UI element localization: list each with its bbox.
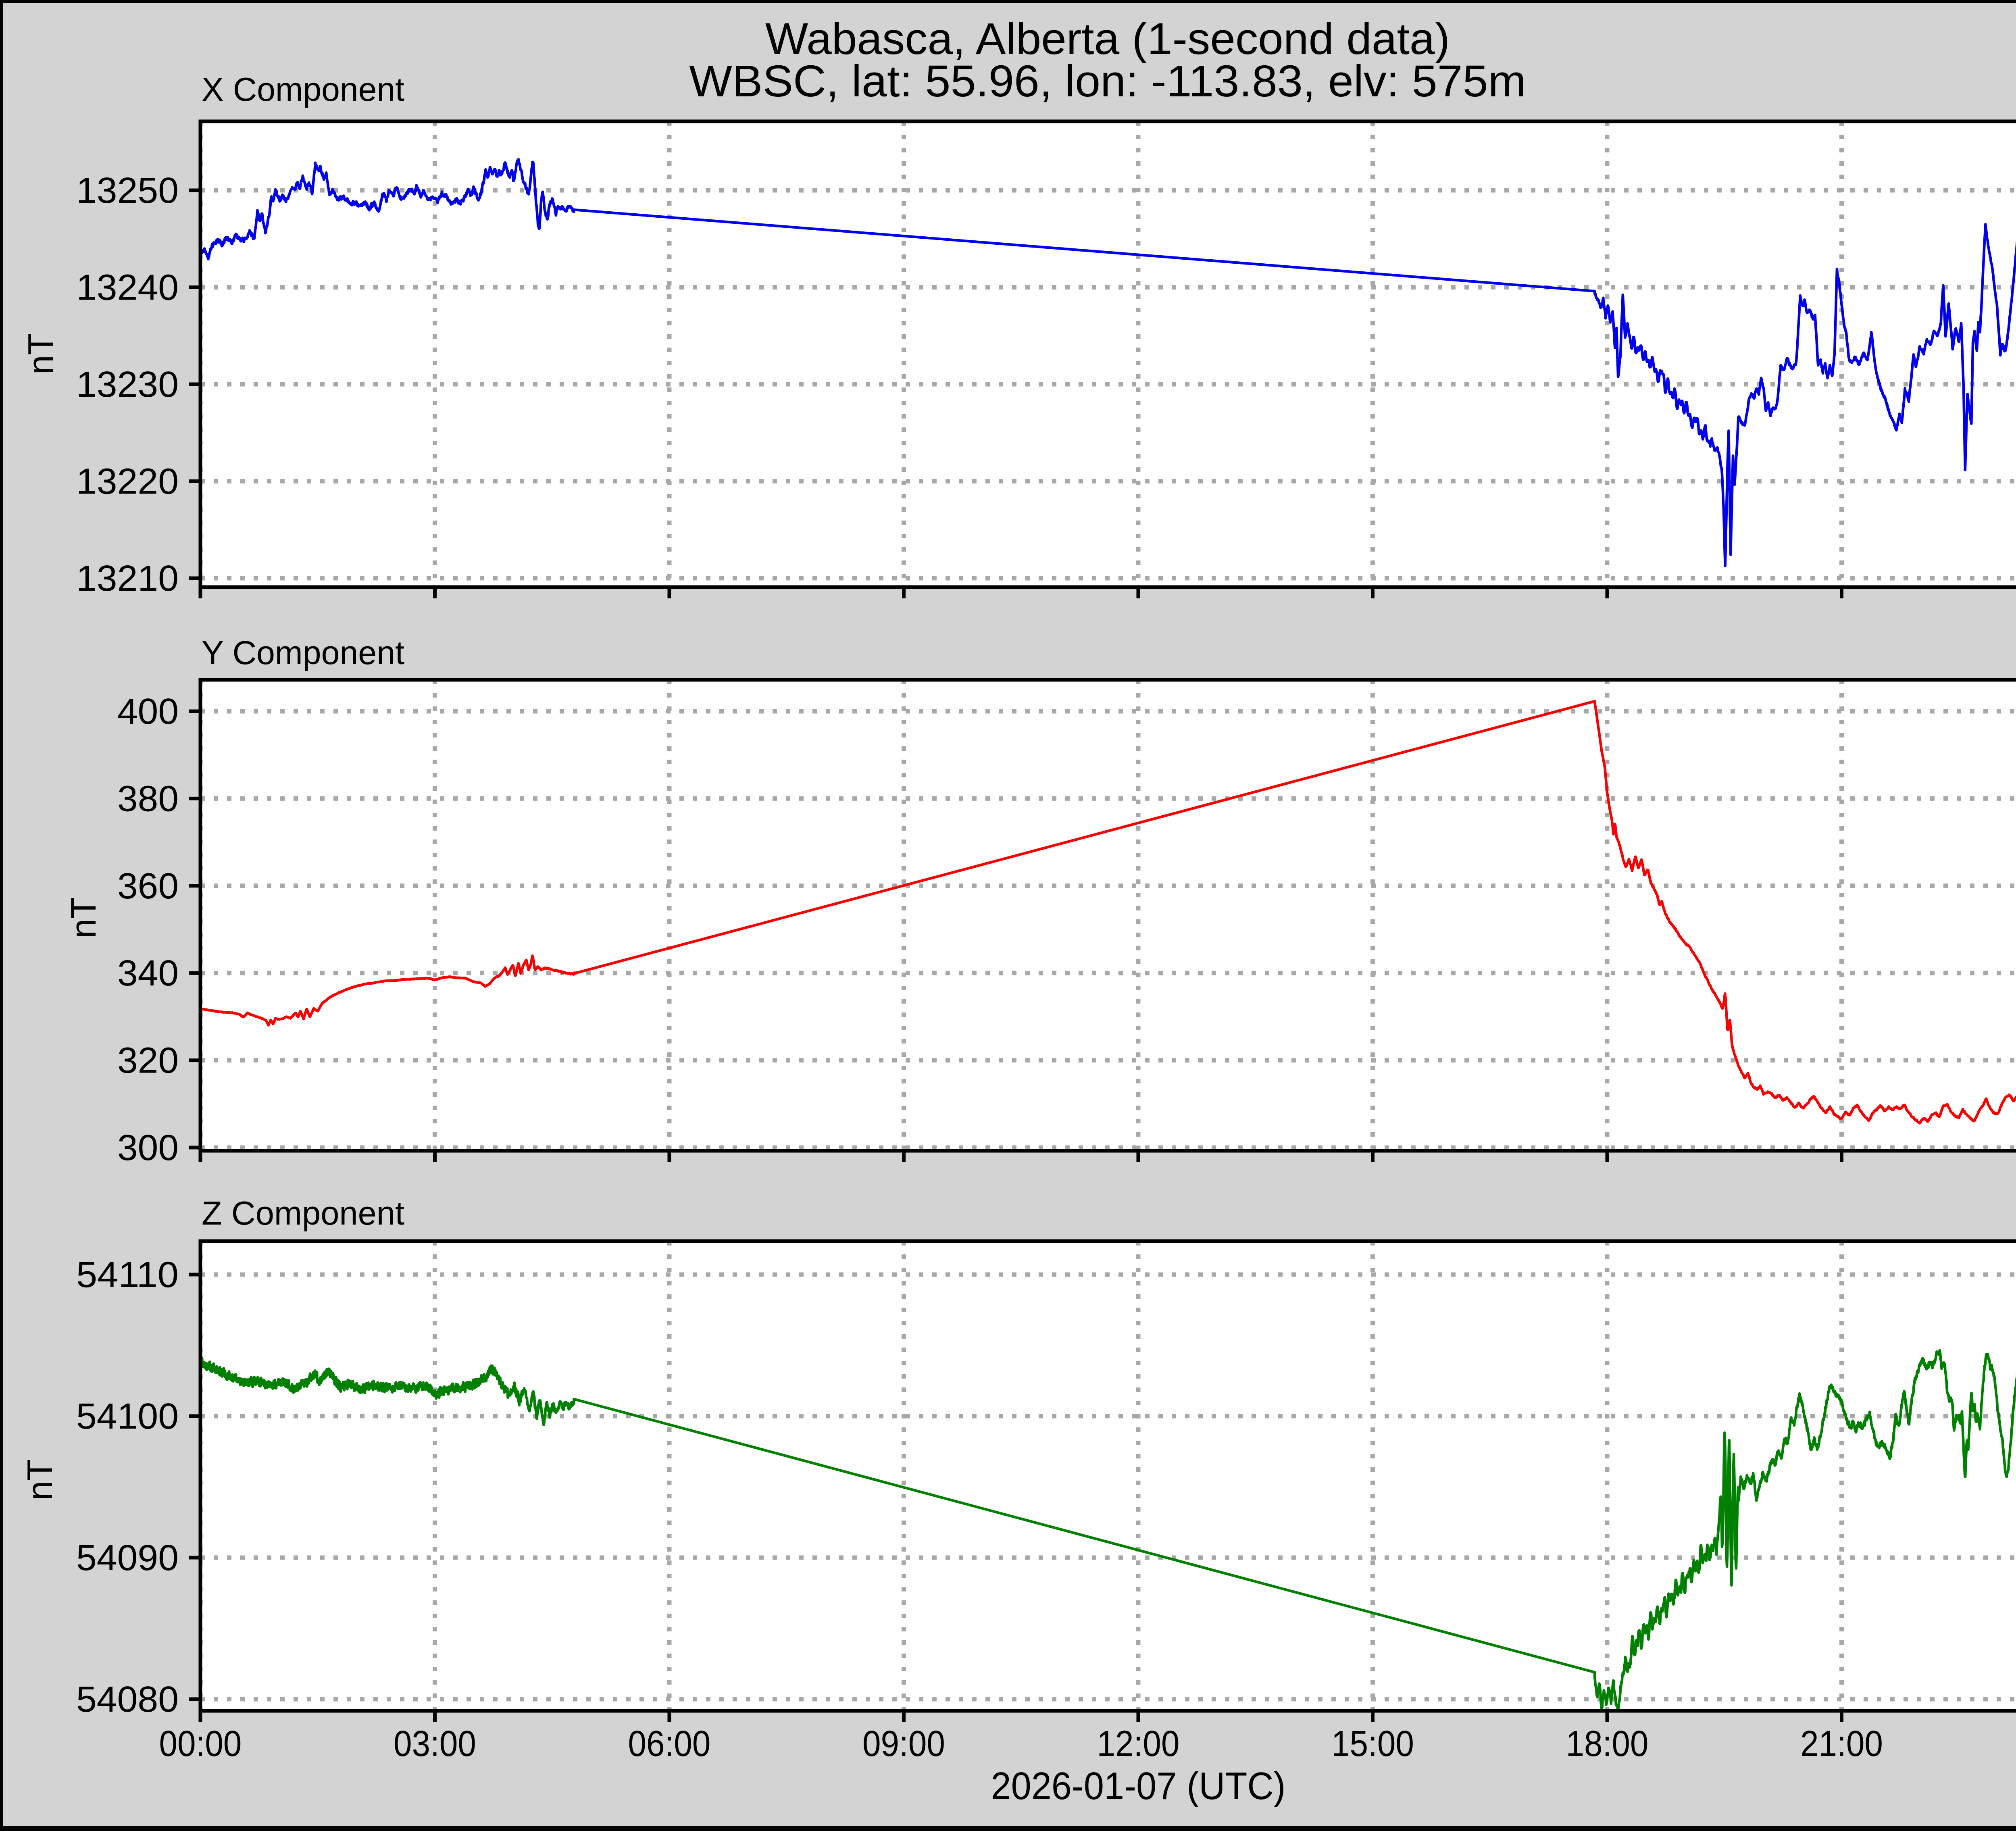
svg-text:13250: 13250 (76, 171, 179, 211)
svg-text:400: 400 (117, 692, 179, 732)
svg-text:2026-01-07 (UTC): 2026-01-07 (UTC) (991, 1764, 1286, 1808)
svg-text:54080: 54080 (76, 1679, 179, 1720)
svg-text:340: 340 (117, 953, 179, 994)
svg-text:360: 360 (117, 866, 179, 906)
svg-text:15:00: 15:00 (1331, 1724, 1414, 1764)
svg-text:X Component: X Component (202, 71, 404, 108)
svg-text:03:00: 03:00 (394, 1724, 476, 1764)
svg-text:54110: 54110 (76, 1255, 179, 1295)
svg-text:13240: 13240 (76, 268, 179, 308)
svg-text:12:00: 12:00 (1097, 1724, 1180, 1764)
svg-text:nT: nT (21, 333, 60, 375)
svg-text:54090: 54090 (76, 1538, 179, 1578)
svg-text:21:00: 21:00 (1800, 1724, 1883, 1764)
svg-text:18:00: 18:00 (1566, 1724, 1649, 1764)
svg-text:300: 300 (117, 1128, 179, 1168)
svg-text:54100: 54100 (76, 1396, 179, 1437)
svg-text:nT: nT (63, 897, 103, 938)
svg-text:13230: 13230 (76, 365, 179, 405)
svg-text:00:00: 00:00 (159, 1724, 242, 1764)
svg-text:Z Component: Z Component (202, 1194, 404, 1232)
svg-text:380: 380 (117, 779, 179, 819)
svg-text:13210: 13210 (76, 558, 179, 599)
svg-text:Y Component: Y Component (202, 634, 404, 671)
svg-text:06:00: 06:00 (628, 1724, 711, 1764)
svg-text:nT: nT (20, 1459, 60, 1500)
svg-text:Wabasca, Alberta (1-second dat: Wabasca, Alberta (1-second data) (765, 14, 1450, 64)
svg-text:WBSC, lat: 55.96, lon: -113.83: WBSC, lat: 55.96, lon: -113.83, elv: 575… (689, 56, 1526, 106)
svg-text:320: 320 (117, 1041, 179, 1081)
svg-text:13220: 13220 (76, 462, 179, 502)
svg-text:09:00: 09:00 (862, 1724, 945, 1764)
